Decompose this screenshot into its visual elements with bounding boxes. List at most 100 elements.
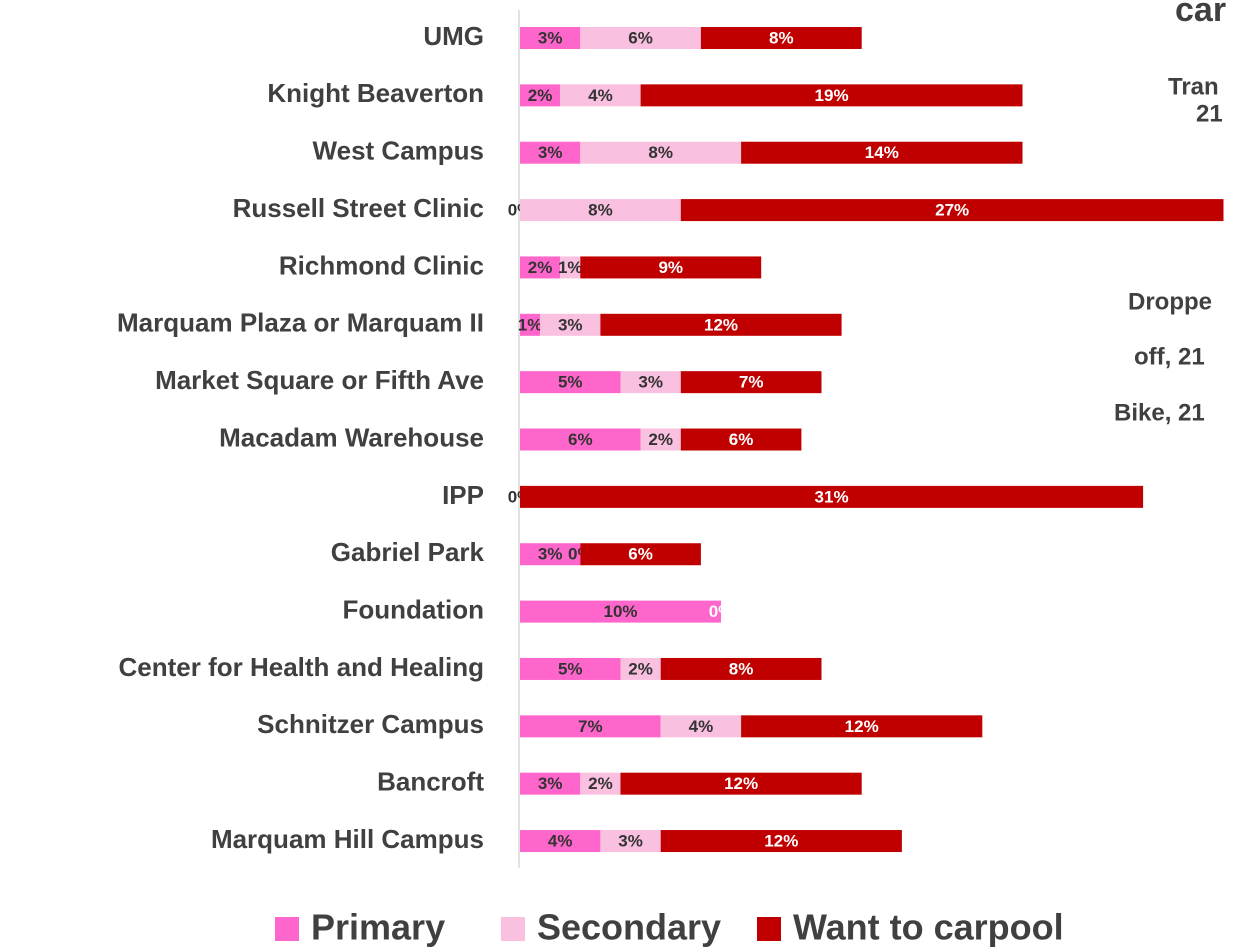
value-label: 8% — [769, 28, 794, 47]
value-label: 2% — [588, 774, 613, 793]
annotation: Bike, 21 — [1114, 399, 1205, 426]
legend-swatch — [757, 917, 781, 941]
bar-segment — [660, 830, 902, 853]
bar-segment — [580, 772, 621, 795]
bar-segment — [680, 199, 1224, 222]
category-label: IPP — [442, 480, 484, 510]
bar-segment — [680, 428, 802, 451]
category-label: Gabriel Park — [331, 537, 485, 567]
value-label: 6% — [729, 430, 754, 449]
category-label: Richmond Clinic — [279, 250, 484, 280]
value-label: 7% — [739, 373, 764, 392]
bar-segment — [620, 371, 681, 394]
bar-segment — [580, 256, 762, 279]
value-label: 0% — [709, 602, 734, 621]
bar-segment — [520, 485, 1144, 508]
category-label: Center for Health and Healing — [119, 652, 485, 682]
bar-segment — [640, 428, 681, 451]
bar-segment — [620, 657, 661, 680]
value-label: 3% — [558, 315, 583, 334]
value-label: 8% — [648, 143, 673, 162]
bar-segment — [620, 772, 862, 795]
category-label: West Campus — [313, 136, 484, 166]
bar-segment — [520, 199, 681, 222]
value-label: 19% — [815, 86, 849, 105]
category-label: Foundation — [342, 594, 484, 624]
value-label: 3% — [538, 28, 563, 47]
bar-segment — [520, 313, 541, 336]
bar-segment — [520, 27, 581, 49]
value-label: 3% — [538, 774, 563, 793]
value-label: 2% — [648, 430, 673, 449]
category-label: Marquam Plaza or Marquam II — [117, 308, 484, 338]
bar-segment — [580, 543, 701, 566]
bar-segment — [741, 715, 983, 738]
bar-segment — [520, 543, 581, 566]
category-label: Bancroft — [377, 767, 484, 797]
value-label: 5% — [558, 659, 583, 678]
value-label: 2% — [528, 258, 553, 277]
bar-segment — [660, 657, 822, 680]
bar-segment — [520, 141, 581, 164]
value-label: 8% — [588, 201, 613, 220]
value-label: 6% — [568, 430, 593, 449]
value-label: 27% — [935, 201, 969, 220]
value-label: 12% — [764, 832, 798, 851]
bar-segment — [741, 141, 1023, 164]
value-label: 1% — [558, 258, 583, 277]
bar-segment — [520, 256, 561, 279]
legend-label: Secondary — [537, 907, 721, 948]
bar-segment — [600, 830, 661, 853]
value-label: 12% — [845, 717, 879, 736]
bar-segment — [520, 84, 561, 107]
value-label: 3% — [538, 143, 563, 162]
value-label: 6% — [628, 28, 653, 47]
value-label: 3% — [538, 545, 563, 564]
value-label: 12% — [704, 315, 738, 334]
value-label: 12% — [724, 774, 758, 793]
bar-segment — [640, 84, 1023, 107]
value-label: 31% — [815, 487, 849, 506]
value-label: 6% — [628, 545, 653, 564]
value-label: 4% — [588, 86, 613, 105]
value-label: 8% — [729, 659, 754, 678]
bar-segment — [680, 371, 822, 394]
bar-segment — [700, 27, 862, 49]
value-label: 2% — [528, 86, 553, 105]
legend-swatch — [501, 917, 525, 941]
bar-segment — [560, 256, 581, 279]
value-label: 3% — [618, 832, 643, 851]
legend-label: Want to carpool — [793, 907, 1064, 948]
bar-segment — [580, 27, 701, 49]
value-label: 10% — [603, 602, 637, 621]
annotation: off, 21 — [1134, 343, 1205, 370]
annotation: car — [1175, 0, 1226, 29]
bar-segment — [520, 600, 721, 623]
category-label: Knight Beaverton — [267, 78, 484, 108]
bar-segment — [520, 371, 621, 394]
legend-swatch — [275, 917, 299, 941]
legend-label: Primary — [311, 907, 445, 948]
value-label: 4% — [689, 717, 714, 736]
bar-segment — [520, 657, 621, 680]
value-label: 14% — [865, 143, 899, 162]
value-label: 5% — [558, 373, 583, 392]
bar-segment — [520, 772, 581, 795]
category-label: Marquam Hill Campus — [211, 824, 484, 854]
category-label: Russell Street Clinic — [233, 193, 484, 223]
annotation: 21 — [1196, 100, 1223, 127]
value-label: 4% — [548, 832, 573, 851]
annotation: Droppe — [1128, 288, 1212, 315]
bar-segment — [520, 830, 601, 853]
bar-segment — [540, 313, 601, 336]
bar-segment — [520, 715, 661, 738]
bar-segment — [660, 715, 742, 738]
value-label: 2% — [628, 659, 653, 678]
category-label: UMG — [423, 21, 484, 51]
annotation: Tran — [1168, 73, 1219, 100]
bar-segment — [600, 313, 842, 336]
bar-segment — [580, 141, 742, 164]
value-label: 1% — [518, 315, 543, 334]
category-label: Macadam Warehouse — [219, 422, 484, 452]
